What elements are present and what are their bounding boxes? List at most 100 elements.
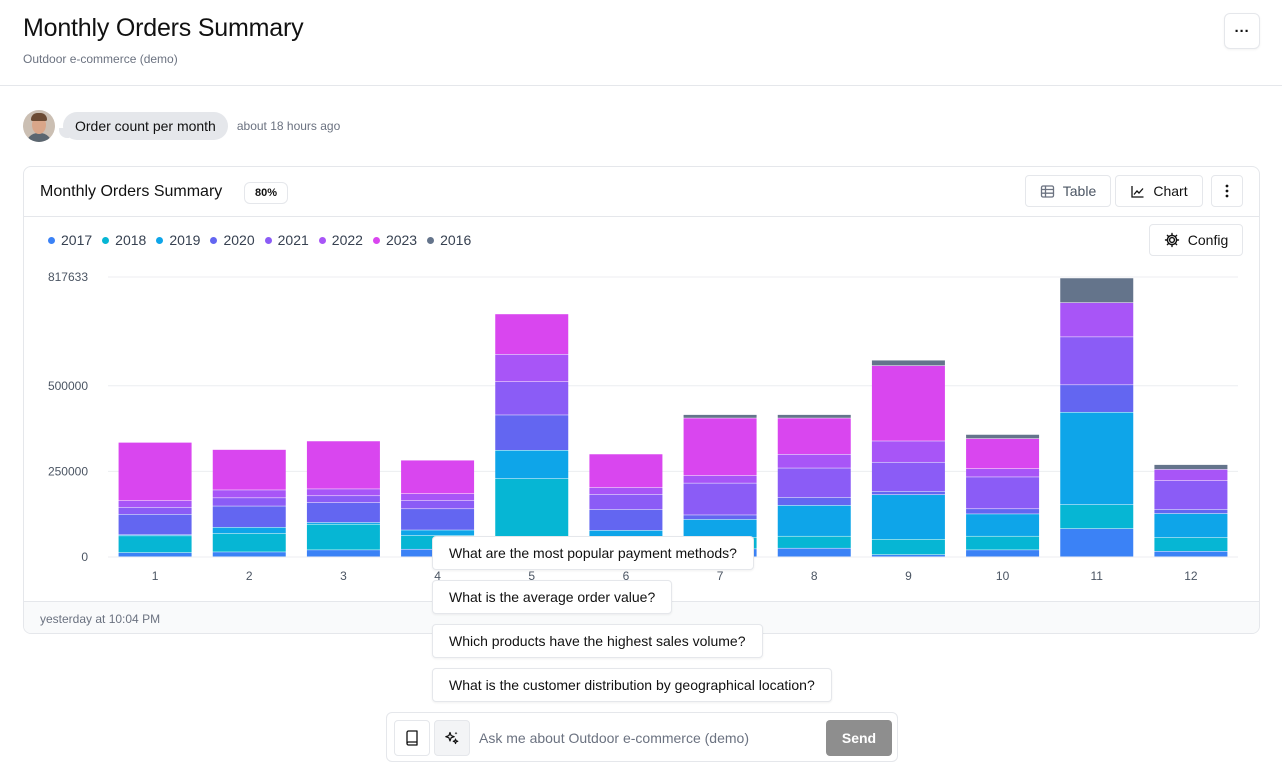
bar-segment (118, 514, 192, 535)
bar-segment (966, 468, 1040, 477)
bar-segment (777, 505, 851, 536)
bar-segment (118, 535, 192, 536)
bar-segment (683, 519, 757, 537)
bar-segment (306, 550, 380, 557)
suggestion-button[interactable]: What is the customer distribution by geo… (432, 668, 832, 702)
x-tick-label: 4 (434, 569, 441, 583)
table-view-label: Table (1062, 183, 1097, 199)
legend-label: 2019 (169, 232, 201, 248)
bar-segment (495, 478, 569, 547)
bar-segment (966, 434, 1040, 439)
card-more-button[interactable] (1211, 175, 1243, 207)
legend-label: 2017 (61, 232, 93, 248)
bar-segment (1154, 480, 1228, 510)
legend-item[interactable]: 2023 (372, 232, 417, 248)
bar-segment (118, 442, 192, 501)
bar-segment (306, 522, 380, 524)
message-timestamp: about 18 hours ago (236, 119, 341, 133)
legend-item[interactable]: 2017 (48, 232, 92, 248)
send-button[interactable]: Send (826, 720, 892, 756)
legend-dot (102, 236, 110, 244)
avatar (23, 110, 55, 142)
bar-segment (212, 490, 286, 498)
bar-segment (118, 536, 192, 553)
notebook-button[interactable] (394, 720, 430, 756)
x-tick-label: 7 (717, 569, 724, 583)
vertical-dots-icon (1225, 184, 1229, 198)
legend-label: 2021 (277, 232, 309, 248)
card-title: Monthly Orders Summary (40, 183, 223, 200)
bar-segment (871, 360, 945, 366)
legend-item[interactable]: 2021 (264, 232, 309, 248)
bar-segment (495, 354, 569, 382)
user-message: Order count per month about 18 hours ago (23, 110, 340, 142)
page-header: Monthly Orders Summary Outdoor e-commerc… (0, 0, 1282, 86)
bar-segment (306, 496, 380, 503)
legend-dot (264, 236, 272, 244)
bar-segment (683, 483, 757, 515)
bar-segment (118, 507, 192, 515)
bar-segment (212, 506, 286, 528)
bar-segment (871, 441, 945, 462)
bar-segment (306, 502, 380, 523)
bar-segment (1154, 509, 1228, 514)
y-tick-label: 250000 (48, 464, 88, 478)
legend-item[interactable]: 2019 (156, 232, 200, 248)
legend-item[interactable]: 2016 (427, 232, 471, 248)
bar-segment (683, 418, 757, 476)
bar-segment (1154, 537, 1228, 552)
suggestion-button[interactable]: What are the most popular payment method… (432, 536, 754, 570)
chat-input[interactable] (479, 722, 819, 754)
bar-segment (495, 314, 569, 355)
chart-view-button[interactable]: Chart (1115, 175, 1203, 207)
config-button[interactable]: Config (1149, 224, 1243, 256)
bar-segment (212, 449, 286, 490)
legend-item[interactable]: 2020 (210, 232, 255, 248)
suggestion-button[interactable]: Which products have the highest sales vo… (432, 624, 763, 658)
config-label: Config (1187, 232, 1229, 248)
bar-segment (777, 414, 851, 418)
x-tick-label: 3 (340, 569, 347, 583)
x-tick-label: 6 (623, 569, 630, 583)
x-tick-label: 12 (1184, 569, 1198, 583)
bar-segment (777, 536, 851, 548)
table-view-button[interactable]: Table (1025, 175, 1111, 207)
suggestions-toggle-button[interactable] (434, 720, 470, 756)
y-tick-label: 817633 (48, 270, 88, 284)
bar-segment (966, 514, 1040, 536)
bar-segment (1060, 385, 1134, 412)
bar-segment (212, 527, 286, 534)
bar-segment (118, 500, 192, 508)
bar-segment (871, 365, 945, 441)
book-icon (406, 730, 418, 746)
bar-segment (495, 450, 569, 479)
message-bubble: Order count per month (59, 112, 228, 140)
legend-item[interactable]: 2022 (318, 232, 363, 248)
bar-segment (1060, 412, 1134, 505)
bar-segment (683, 414, 757, 418)
header-more-button[interactable]: ··· (1224, 13, 1260, 49)
bar-segment (871, 539, 945, 555)
bar-segment (495, 415, 569, 450)
page-subtitle: Outdoor e-commerce (demo) (23, 52, 178, 66)
bar-segment (777, 418, 851, 455)
bar-segment (212, 552, 286, 557)
bar-segment (871, 495, 945, 540)
bar-segment (777, 497, 851, 506)
legend-item[interactable]: 2018 (102, 232, 146, 248)
bar-segment (966, 509, 1040, 514)
bar-segment (1060, 504, 1134, 529)
bar-segment (1154, 551, 1228, 557)
card-timestamp: yesterday at 10:04 PM (40, 612, 161, 626)
legend-dot (210, 236, 218, 244)
suggestion-button[interactable]: What is the average order value? (432, 580, 673, 614)
bar-segment (683, 515, 757, 520)
bar-segment (966, 438, 1040, 469)
bar-segment (401, 500, 475, 509)
x-tick-label: 10 (996, 569, 1010, 583)
bar-segment (1154, 513, 1228, 538)
x-tick-label: 5 (528, 569, 535, 583)
bar-segment (589, 530, 663, 539)
legend-dot (427, 236, 435, 244)
